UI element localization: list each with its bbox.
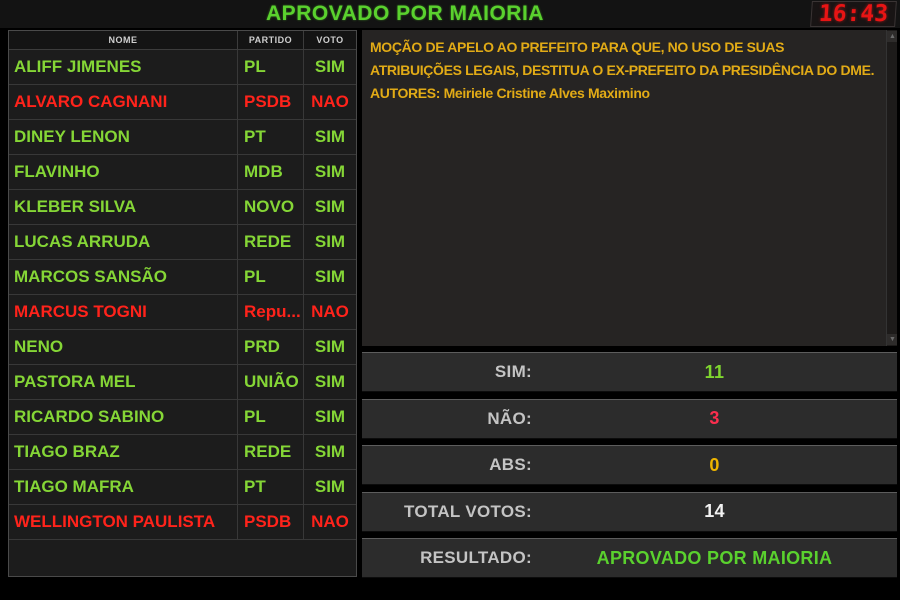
voter-name: ALIFF JIMENES (9, 50, 238, 84)
voter-name: FLAVINHO (9, 155, 238, 189)
scroll-up-icon[interactable]: ▲ (887, 31, 897, 42)
voter-name: TIAGO MAFRA (9, 470, 238, 504)
table-row: MARCOS SANSÃO PL SIM (9, 260, 356, 295)
voter-vote: SIM (314, 442, 346, 461)
voter-party: PSDB (238, 85, 304, 119)
voter-party: NOVO (238, 190, 304, 224)
voter-party: UNIÃO (238, 365, 304, 399)
clock-display: 16:43 (810, 1, 897, 27)
result-label: SIM: (494, 362, 532, 381)
table-header: NOME PARTIDO VOTO (9, 31, 356, 50)
voter-vote: SIM (314, 232, 346, 251)
voter-vote: SIM (314, 267, 346, 286)
result-label: ABS: (489, 455, 532, 474)
voter-vote: SIM (314, 197, 346, 216)
voter-name: LUCAS ARRUDA (9, 225, 238, 259)
column-header-nome: NOME (9, 31, 238, 49)
voter-vote: NAO (311, 512, 349, 531)
table-row: ALVARO CAGNANI PSDB NAO (9, 85, 356, 120)
table-row: LUCAS ARRUDA REDE SIM (9, 225, 356, 260)
voter-party: PL (238, 50, 304, 84)
table-row: MARCUS TOGNI Repu... NAO (9, 295, 356, 330)
result-label: TOTAL VOTOS: (404, 501, 532, 521)
column-header-voto: VOTO (316, 35, 344, 45)
voter-party: MDB (238, 155, 304, 189)
result-row: TOTAL VOTOS: 14 (362, 491, 897, 532)
table-row: NENO PRD SIM (9, 330, 356, 365)
voter-name: NENO (9, 330, 238, 364)
voter-vote: NAO (311, 92, 349, 111)
result-value: 11 (704, 361, 725, 382)
result-row: SIM: 11 (362, 352, 897, 392)
table-row: RICARDO SABINO PL SIM (9, 400, 356, 435)
result-row: RESULTADO: APROVADO POR MAIORIA (362, 538, 897, 578)
table-body: ALIFF JIMENES PL SIM ALVARO CAGNANI PSDB… (9, 50, 356, 540)
voter-name: PASTORA MEL (9, 365, 238, 399)
result-row: ABS: 0 (362, 445, 897, 485)
voter-name: RICARDO SABINO (9, 400, 238, 434)
table-row: KLEBER SILVA NOVO SIM (9, 190, 356, 225)
voter-name: KLEBER SILVA (9, 190, 238, 224)
voters-table: NOME PARTIDO VOTO ALIFF JIMENES PL SIM A… (8, 30, 357, 577)
voter-name: WELLINGTON PAULISTA (9, 505, 238, 539)
motion-text-line: ATRIBUIÇÕES LEGAIS, DESTITUA O EX-PREFEI… (370, 62, 875, 78)
motion-panel: MOÇÃO DE APELO AO PREFEITO PARA QUE, NO … (362, 30, 897, 346)
voter-vote: SIM (314, 162, 346, 181)
results-panel: SIM: 11 NÃO: 3 ABS: 0 TOTAL VOTOS: 14 RE… (362, 352, 897, 578)
voter-party: REDE (238, 435, 304, 469)
voter-vote: SIM (314, 57, 346, 76)
table-row: TIAGO MAFRA PT SIM (9, 470, 356, 505)
voter-party: REDE (238, 225, 304, 259)
result-row: NÃO: 3 (362, 398, 897, 439)
table-row: ALIFF JIMENES PL SIM (9, 50, 356, 85)
voter-party: PT (238, 120, 304, 154)
table-row: DINEY LENON PT SIM (9, 120, 356, 155)
result-label: NÃO: (487, 408, 532, 428)
result-value: 14 (704, 501, 725, 521)
result-value: APROVADO POR MAIORIA (596, 547, 833, 568)
page-title: APROVADO POR MAIORIA (266, 2, 544, 25)
table-row: FLAVINHO MDB SIM (9, 155, 356, 190)
voter-vote: SIM (314, 372, 346, 391)
top-bar: APROVADO POR MAIORIA 16:43 (0, 0, 900, 28)
voter-party: PL (238, 400, 304, 434)
result-value: 0 (709, 454, 720, 475)
table-row: PASTORA MEL UNIÃO SIM (9, 365, 356, 400)
voter-vote: NAO (311, 302, 349, 321)
voter-party: PT (238, 470, 304, 504)
voter-vote: SIM (314, 337, 346, 356)
table-row: WELLINGTON PAULISTA PSDB NAO (9, 505, 356, 540)
motion-text-line: AUTORES: Meiriele Cristine Alves Maximin… (370, 85, 650, 101)
scrollbar[interactable]: ▲ ▼ (886, 30, 897, 346)
voter-name: ALVARO CAGNANI (9, 85, 238, 119)
voter-name: TIAGO BRAZ (9, 435, 238, 469)
result-value: 3 (709, 408, 720, 428)
motion-text-line: MOÇÃO DE APELO AO PREFEITO PARA QUE, NO … (370, 39, 785, 55)
voter-party: Repu... (238, 295, 304, 329)
column-header-partido: PARTIDO (238, 31, 304, 49)
result-label: RESULTADO: (420, 548, 532, 567)
voter-party: PSDB (238, 505, 304, 539)
motion-text: MOÇÃO DE APELO AO PREFEITO PARA QUE, NO … (362, 30, 897, 105)
voter-vote: SIM (314, 127, 346, 146)
voter-name: MARCOS SANSÃO (9, 260, 238, 294)
scroll-down-icon[interactable]: ▼ (887, 334, 897, 345)
table-row: TIAGO BRAZ REDE SIM (9, 435, 356, 470)
voter-party: PL (238, 260, 304, 294)
voter-name: DINEY LENON (9, 120, 238, 154)
voter-party: PRD (238, 330, 304, 364)
voter-vote: SIM (314, 477, 346, 496)
voter-name: MARCUS TOGNI (9, 295, 238, 329)
voter-vote: SIM (314, 407, 346, 426)
